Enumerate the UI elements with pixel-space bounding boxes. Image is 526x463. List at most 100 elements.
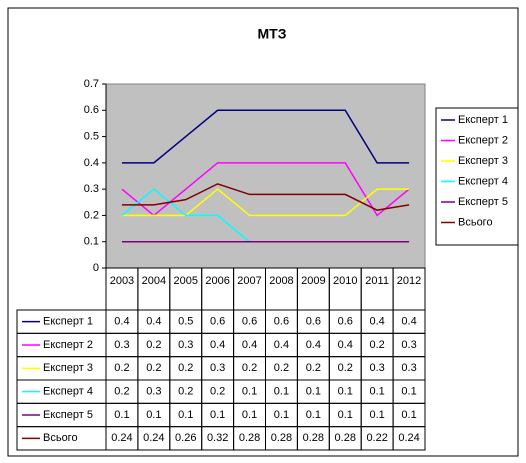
plot-area xyxy=(105,83,426,269)
table-value: 0.5 xyxy=(178,316,193,328)
table-value: 0.3 xyxy=(146,386,161,398)
x-tick-label-box: 2010 xyxy=(333,275,358,287)
table-value: 0.1 xyxy=(401,409,416,421)
table-value: 0.1 xyxy=(338,409,353,421)
x-tick-label: 2005 xyxy=(173,275,198,287)
table-value: 0.1 xyxy=(178,409,193,421)
table-value: 0.1 xyxy=(242,409,257,421)
table-value: 0.1 xyxy=(242,386,257,398)
table-value: 0.4 xyxy=(242,339,257,351)
table-value: 0.4 xyxy=(401,316,416,328)
series-line xyxy=(121,183,410,211)
table-value: 0.3 xyxy=(114,339,129,351)
table-value: 0.1 xyxy=(146,409,161,421)
table-value: 0.3 xyxy=(370,362,385,374)
legend-label: Експерт 4 xyxy=(458,175,508,187)
table-value: 0.1 xyxy=(338,386,353,398)
x-tick-label: 2006 xyxy=(205,275,230,287)
table-row-label: Експерт 2 xyxy=(43,339,93,351)
table-value: 0.6 xyxy=(210,316,225,328)
legend-label: Експерт 5 xyxy=(458,196,508,208)
table-value: 0.1 xyxy=(370,386,385,398)
chart-title: МТЗ xyxy=(258,26,287,42)
table-value: 0.3 xyxy=(401,339,416,351)
table-row-label: Всього xyxy=(43,432,78,444)
table-value: 0.22 xyxy=(366,432,387,444)
table-row-label: Експерт 1 xyxy=(43,316,93,328)
table-value: 0.32 xyxy=(207,432,228,444)
y-tick-label: 0.3 xyxy=(84,183,99,195)
table-value: 0.1 xyxy=(114,409,129,421)
table-value: 0.2 xyxy=(242,362,257,374)
table-value: 0.4 xyxy=(274,339,289,351)
x-tick-label: 2009 xyxy=(301,275,326,287)
x-tick-label-box: 2005 xyxy=(173,275,198,287)
x-tick-label: 2003 xyxy=(109,275,135,287)
table-value: 0.2 xyxy=(338,362,353,374)
table-value: 0.3 xyxy=(401,362,416,374)
x-tick-label: 2007 xyxy=(237,275,262,287)
table-value: 0.1 xyxy=(274,386,289,398)
x-tick-label: 2010 xyxy=(333,275,358,287)
table-value: 0.24 xyxy=(398,432,419,444)
table-value: 0.4 xyxy=(338,339,353,351)
legend-label: Експерт 2 xyxy=(458,134,508,146)
table-value: 0.4 xyxy=(146,316,161,328)
table-value: 0.6 xyxy=(306,316,321,328)
table-value: 0.2 xyxy=(306,362,321,374)
table-value: 0.1 xyxy=(210,409,225,421)
legend-label: Експерт 1 xyxy=(458,114,508,126)
table-value: 0.2 xyxy=(146,362,161,374)
table-value: 0.2 xyxy=(274,362,289,374)
series-line xyxy=(121,109,410,164)
table-value: 0.28 xyxy=(303,432,324,444)
table-value: 0.3 xyxy=(210,362,225,374)
table-value: 0.2 xyxy=(370,339,385,351)
table-value: 0.28 xyxy=(271,432,292,444)
x-tick-label-box: 2011 xyxy=(365,275,389,287)
y-tick-label: 0.6 xyxy=(84,104,99,116)
y-tick-label: 0.1 xyxy=(84,236,99,248)
table-value: 0.1 xyxy=(306,409,321,421)
table-value: 0.1 xyxy=(274,409,289,421)
legend-label: Експерт 3 xyxy=(458,155,508,167)
table-value: 0.1 xyxy=(306,386,321,398)
table-value: 0.2 xyxy=(178,386,193,398)
table-value: 0.4 xyxy=(306,339,321,351)
table-value: 0.4 xyxy=(210,339,225,351)
y-tick-label: 0.5 xyxy=(84,130,99,142)
table-value: 0.24 xyxy=(111,432,132,444)
x-tick-label-box: 2006 xyxy=(205,275,230,287)
table-row-label: Експерт 5 xyxy=(43,409,93,421)
x-tick-label: 2008 xyxy=(269,275,294,287)
table-row-label: Експерт 4 xyxy=(43,386,93,398)
table-value: 0.28 xyxy=(335,432,356,444)
y-tick-label: 0.4 xyxy=(84,157,99,169)
y-tick-label: 0.2 xyxy=(84,209,99,221)
legend-label: Всього xyxy=(458,216,493,228)
table-value: 0.1 xyxy=(370,409,385,421)
x-tick-label: 2012 xyxy=(396,275,422,287)
table-value: 0.4 xyxy=(370,316,385,328)
table-value: 0.6 xyxy=(338,316,353,328)
table-value: 0.3 xyxy=(178,339,193,351)
x-tick-label-box: 2004 xyxy=(141,275,167,287)
x-tick-label: 2004 xyxy=(141,275,167,287)
table-value: 0.1 xyxy=(401,386,416,398)
table-value: 0.2 xyxy=(178,362,193,374)
table-value: 0.2 xyxy=(146,339,161,351)
x-tick-label-box: 2009 xyxy=(301,275,326,287)
table-value: 0.6 xyxy=(242,316,257,328)
table-cell xyxy=(392,426,426,451)
y-tick-label: 0.7 xyxy=(84,78,99,90)
table-value: 0.2 xyxy=(114,386,129,398)
x-tick-label-box: 2007 xyxy=(237,275,262,287)
table-value: 0.6 xyxy=(274,316,289,328)
x-tick-label-box: 2003 xyxy=(109,275,135,287)
table-value: 0.2 xyxy=(114,362,129,374)
x-tick-label: 2011 xyxy=(365,275,389,287)
table-value: 0.4 xyxy=(114,316,129,328)
table-value: 0.26 xyxy=(175,432,196,444)
table-value: 0.24 xyxy=(143,432,164,444)
